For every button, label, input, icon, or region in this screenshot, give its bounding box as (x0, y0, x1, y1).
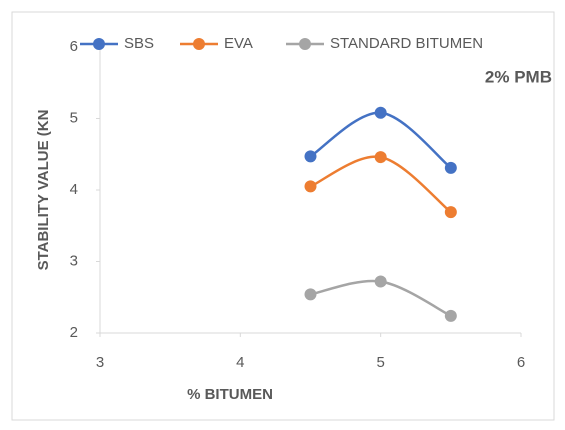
data-point (444, 161, 457, 174)
legend-label: STANDARD BITUMEN (330, 35, 483, 52)
data-point (444, 309, 457, 322)
data-point (304, 180, 317, 193)
data-point (304, 150, 317, 163)
legend-label: SBS (124, 35, 154, 52)
x-axis-label: % BITUMEN (187, 386, 273, 403)
legend-marker (299, 38, 311, 50)
y-tick-label: 6 (70, 38, 78, 55)
data-point (304, 288, 317, 301)
legend-label: EVA (224, 35, 253, 52)
x-tick-label: 4 (236, 354, 244, 371)
legend-marker (93, 38, 105, 50)
data-point (374, 106, 387, 119)
data-point (374, 151, 387, 164)
legend-marker (193, 38, 205, 50)
y-tick-label: 4 (70, 181, 78, 198)
y-axis-label: STABILITY VALUE (KN (35, 110, 52, 271)
y-tick-label: 2 (70, 324, 78, 341)
x-tick-label: 6 (517, 354, 525, 371)
data-point (374, 275, 387, 288)
y-tick-label: 5 (70, 109, 78, 126)
y-tick-label: 3 (70, 252, 78, 269)
data-point (444, 206, 457, 219)
annotation: 2% PMB (485, 67, 552, 86)
x-tick-label: 3 (96, 354, 104, 371)
chart-border (11, 11, 555, 421)
x-tick-label: 5 (376, 354, 384, 371)
